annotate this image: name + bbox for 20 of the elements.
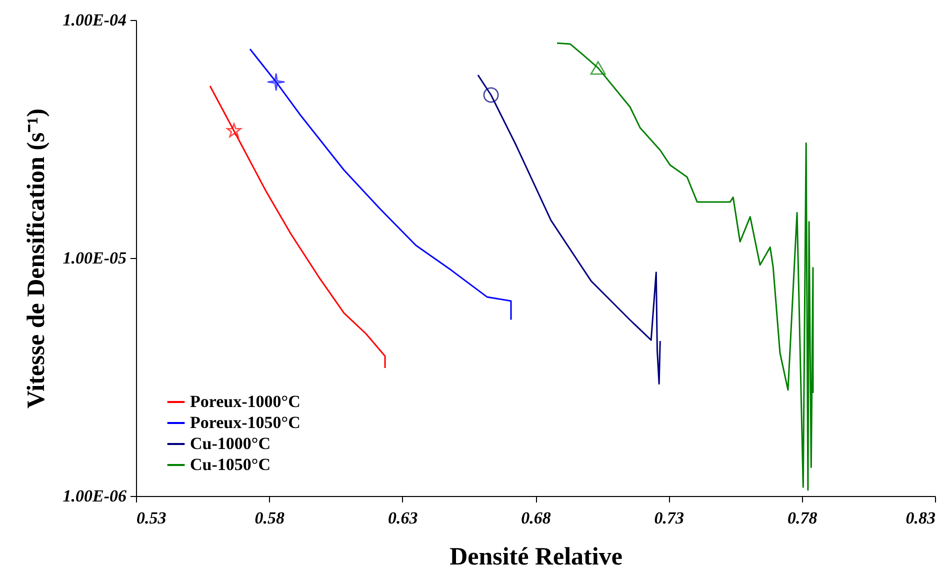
- x-tick-label: 0.63: [388, 508, 418, 528]
- legend-label: Cu-1000°C: [190, 434, 270, 453]
- legend-label: Cu-1050°C: [190, 455, 270, 474]
- x-axis-title: Densité Relative: [450, 544, 622, 570]
- y-tick-label: 1.00E-05: [62, 248, 127, 268]
- x-tick-label: 0.78: [787, 508, 818, 528]
- line-series: [249, 48, 512, 321]
- line-series: [477, 74, 661, 385]
- x-tick-label: 0.83: [906, 508, 936, 528]
- line-series: [209, 85, 386, 369]
- line-series: [556, 42, 814, 491]
- y-axis-title: Vitesse de Densification (s⁻¹): [22, 108, 50, 408]
- legend-label: Poreux-1050°C: [190, 413, 300, 432]
- x-tick-label: 0.73: [654, 508, 685, 528]
- y-tick-label: 1.00E-06: [62, 486, 127, 506]
- x-tick-label: 0.53: [136, 508, 167, 528]
- y-tick-label: 1.00E-04: [62, 10, 126, 30]
- x-tick-label: 0.58: [254, 508, 286, 528]
- x-tick-label: 0.68: [521, 508, 552, 528]
- legend-label: Poreux-1000°C: [190, 392, 300, 411]
